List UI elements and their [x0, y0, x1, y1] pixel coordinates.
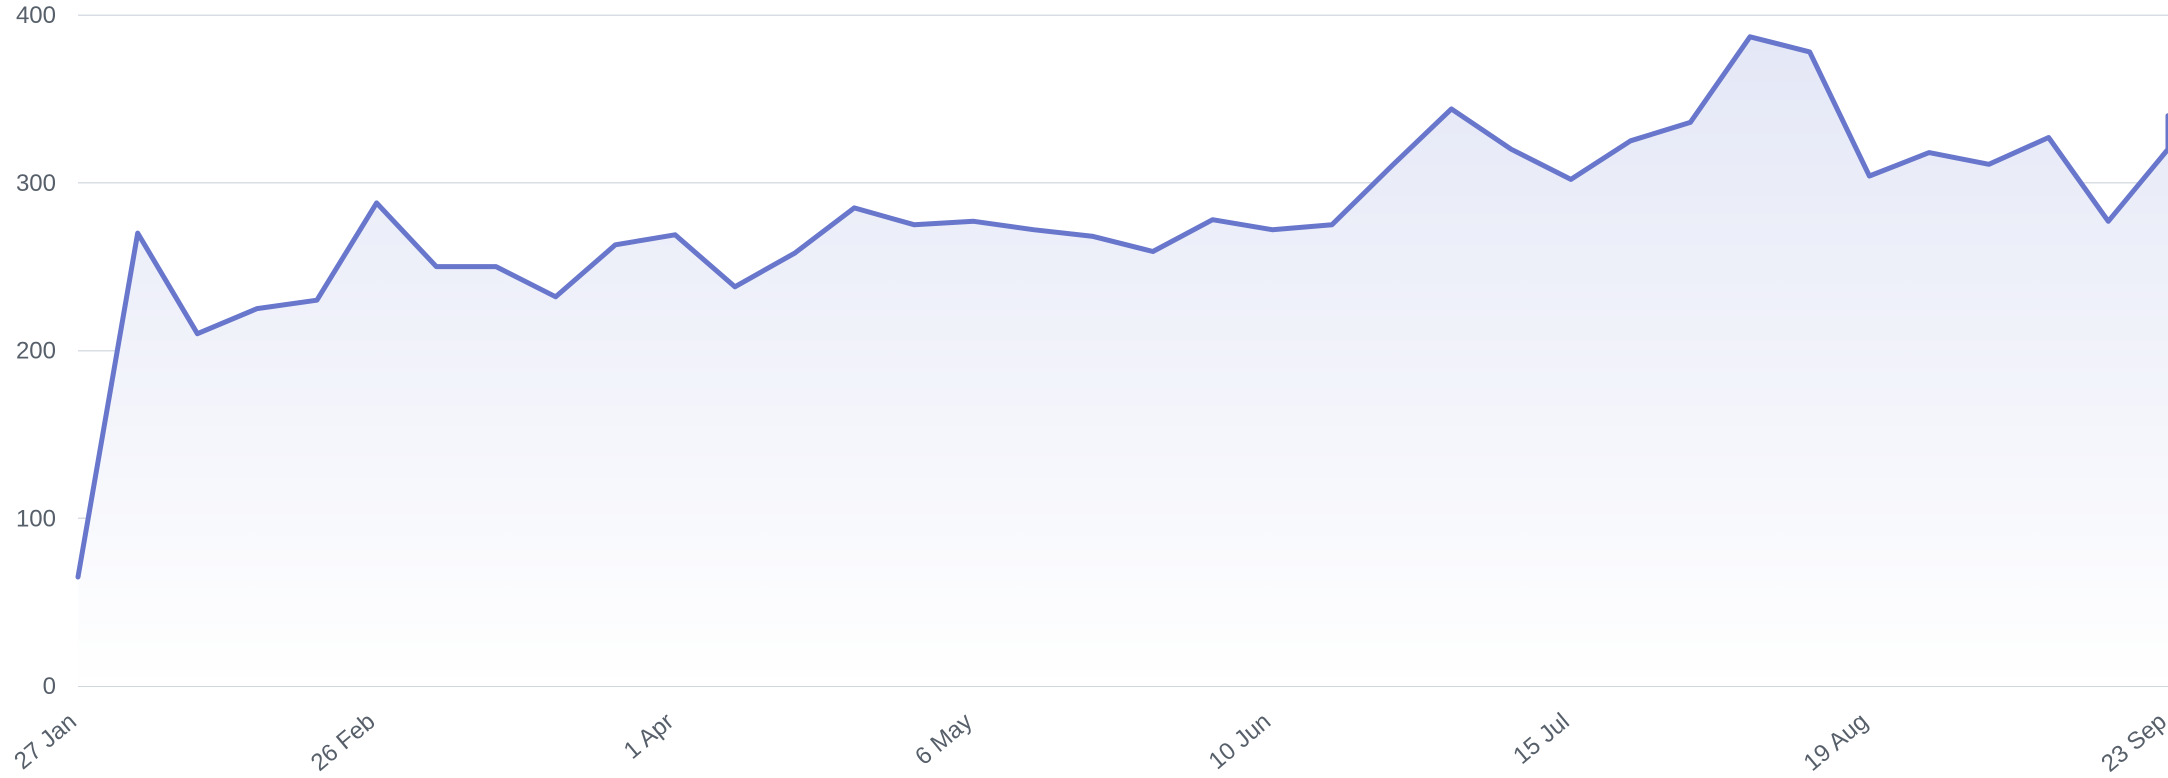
area-chart: 0 100 200 300 400 27 Jan 26 Feb 1 Apr 6 May 10 Ju… — [0, 0, 2168, 778]
x-tick-label: 15 Jul — [1508, 708, 1574, 770]
x-tick-label: 23 Sep — [2096, 708, 2168, 778]
x-tick-label: 10 Jun — [1204, 708, 1277, 775]
area-fill — [78, 37, 2168, 686]
y-tick-label: 300 — [16, 170, 56, 197]
y-tick-label: 0 — [43, 673, 56, 700]
chart-svg: 0 100 200 300 400 27 Jan 26 Feb 1 Apr 6 May 10 Ju… — [0, 0, 2168, 778]
y-tick-label: 400 — [16, 2, 56, 29]
x-tick-label: 19 Aug — [1799, 708, 1874, 777]
y-tick-label: 200 — [16, 338, 56, 365]
x-tick-label: 1 Apr — [619, 708, 679, 765]
y-tick-label: 100 — [16, 505, 56, 532]
x-tick-label: 26 Feb — [306, 708, 381, 777]
x-tick-label: 6 May — [910, 708, 977, 771]
x-tick-label: 27 Jan — [9, 708, 82, 775]
